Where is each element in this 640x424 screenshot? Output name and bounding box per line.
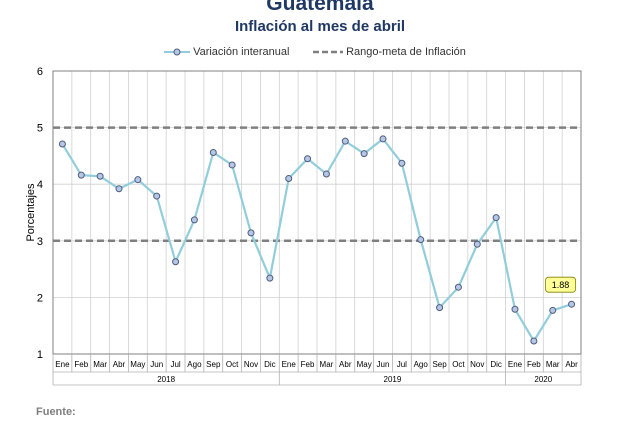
x-tick-label: Ago	[414, 360, 429, 369]
data-point	[96, 172, 104, 180]
data-point	[473, 240, 481, 248]
data-label-box	[545, 276, 576, 293]
legend-range-label: Rango-meta de Inflación	[346, 46, 466, 58]
x-tick-label: Abr	[565, 360, 578, 369]
x-tick-label: Sep	[432, 360, 447, 369]
data-point	[134, 176, 142, 184]
data-point	[454, 283, 462, 291]
chart-legend: Variación interanual Rango-meta de Infla…	[0, 46, 640, 62]
data-point	[341, 137, 349, 145]
x-tick-label: Abr	[113, 360, 126, 369]
chart-subtitle: Inflación al mes de abril	[234, 18, 406, 35]
data-point	[360, 150, 368, 158]
data-point	[549, 306, 557, 314]
data-point	[247, 229, 255, 237]
x-tick-label: Mar	[93, 360, 107, 369]
series-line	[61, 137, 572, 344]
x-tick-label: Jun	[150, 360, 163, 369]
x-tick-label: Jun	[377, 360, 390, 369]
data-point	[58, 140, 66, 148]
data-point	[172, 258, 180, 266]
data-point	[77, 171, 85, 179]
x-tick-label: Nov	[470, 360, 484, 369]
x-tick-label: Dic	[264, 360, 276, 369]
data-point	[322, 170, 330, 178]
data-point	[228, 161, 236, 169]
y-tick-label: 2	[37, 292, 43, 304]
data-point	[266, 274, 274, 282]
year-group-label: 2020	[534, 375, 552, 384]
year-group-label: 2018	[157, 375, 175, 384]
x-tick-label: Mar	[546, 360, 560, 369]
y-tick-label: 4	[37, 179, 43, 191]
x-tick-label: Ene	[282, 360, 297, 369]
data-point	[492, 214, 500, 222]
source-label: Fuente:	[36, 406, 76, 418]
x-tick-label: Feb	[527, 360, 541, 369]
x-tick-label: Ago	[187, 360, 202, 369]
data-point	[153, 192, 161, 200]
x-tick-label: May	[357, 360, 372, 369]
x-tick-label: Ene	[55, 360, 70, 369]
x-tick-label: Nov	[244, 360, 258, 369]
data-point	[530, 337, 538, 345]
y-tick-label: 6	[37, 66, 43, 78]
data-point	[190, 216, 198, 224]
data-point	[379, 135, 387, 143]
x-tick-label: Feb	[74, 360, 88, 369]
y-tick-label: 3	[37, 236, 43, 248]
legend-item-range: Rango-meta de Inflación	[313, 46, 466, 58]
data-point	[398, 159, 406, 167]
data-point	[285, 175, 293, 183]
data-point	[436, 304, 444, 312]
data-point	[304, 155, 312, 163]
x-tick-label: Ene	[508, 360, 523, 369]
legend-series-label: Variación interanual	[193, 46, 290, 58]
chart-title: Guatemala	[266, 0, 374, 15]
x-tick-label: Sep	[206, 360, 221, 369]
x-tick-label: Oct	[452, 360, 465, 369]
data-label: 1.88	[552, 280, 570, 290]
x-tick-label: Feb	[301, 360, 315, 369]
data-point	[511, 305, 519, 313]
x-tick-label: Dic	[490, 360, 502, 369]
x-tick-label: Abr	[339, 360, 352, 369]
legend-range-dash-icon	[313, 50, 343, 54]
y-tick-label: 5	[37, 123, 43, 135]
x-tick-label: Jul	[170, 360, 180, 369]
data-point	[115, 185, 123, 193]
legend-series-line-icon	[164, 48, 190, 56]
year-group-label: 2019	[384, 375, 402, 384]
data-point	[417, 236, 425, 244]
y-tick-label: 1	[37, 349, 43, 361]
y-axis-label: Porcentajes	[25, 183, 37, 242]
x-tick-label: Jul	[397, 360, 407, 369]
x-tick-label: May	[130, 360, 145, 369]
x-tick-label: Oct	[226, 360, 239, 369]
legend-item-series: Variación interanual	[164, 46, 289, 58]
x-tick-label: Mar	[320, 360, 334, 369]
data-point	[568, 300, 576, 308]
data-point	[209, 149, 217, 157]
